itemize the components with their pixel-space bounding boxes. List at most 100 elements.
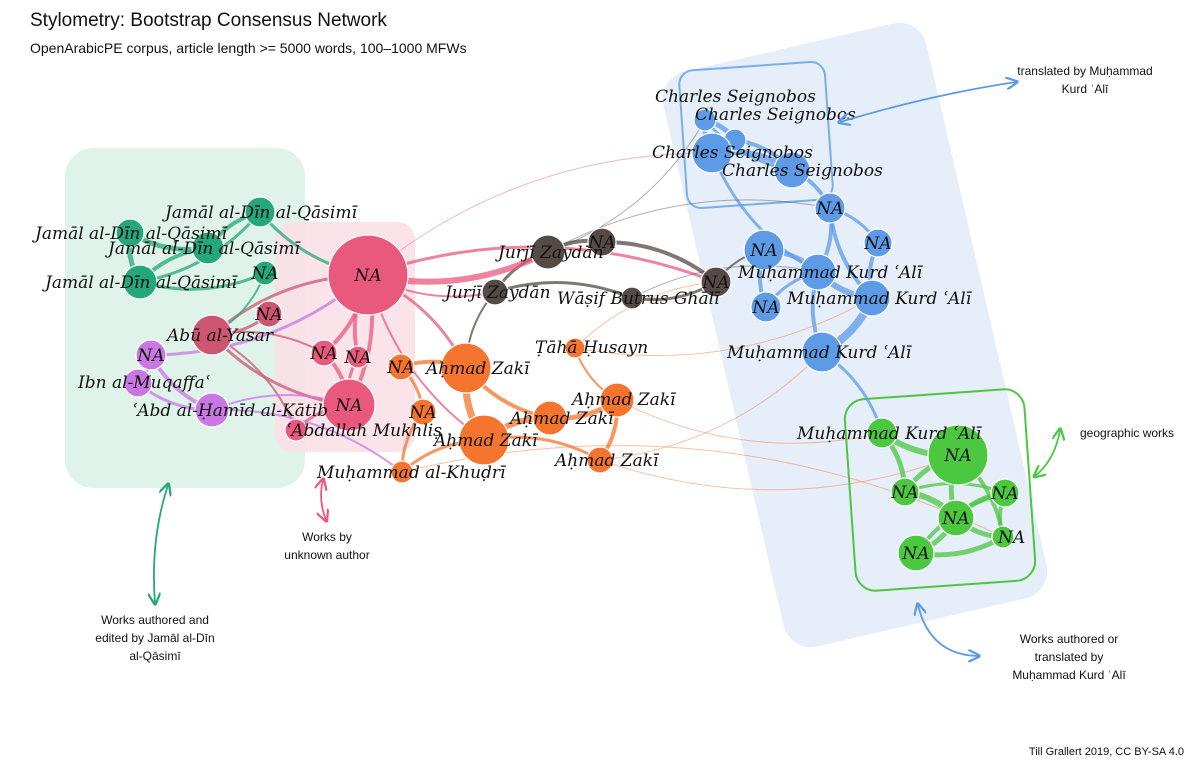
node-jh2[interactable] xyxy=(481,278,509,306)
node-ka_na3[interactable] xyxy=(743,229,785,271)
node-label-ka_na2: NA xyxy=(863,234,891,254)
node-m_na[interactable] xyxy=(135,339,167,371)
node-label-q4: Jamāl al-Dīn al-Qāsimī xyxy=(42,273,238,293)
node-label-ka1: Muḥammad Kurd ʿAlī xyxy=(737,263,924,283)
node-label-az3: Aḥmad Zakī xyxy=(508,409,615,429)
node-u_na2[interactable] xyxy=(346,345,370,369)
node-im[interactable] xyxy=(123,368,153,398)
edge-jh1-ka_na1 xyxy=(547,199,831,253)
node-az1[interactable] xyxy=(440,342,492,394)
node-label-q_na: NA xyxy=(250,264,278,284)
node-g_na1[interactable] xyxy=(927,424,989,486)
node-z_na1[interactable] xyxy=(387,353,415,381)
credit-line: Till Grallert 2019, CC BY-SA 4.0 xyxy=(1028,746,1184,758)
node-az5[interactable] xyxy=(586,446,614,474)
edge-az5-g_na1 xyxy=(599,454,959,491)
node-g_na3[interactable] xyxy=(937,499,975,537)
annotation-kurd_ali-line: Muḥammad Kurd ʿAlī xyxy=(1012,668,1126,682)
arrow-unknown-1 xyxy=(321,480,326,520)
node-label-g_na4: NA xyxy=(990,484,1018,504)
node-label-ka4: Muḥammad Kurd ʿAlī xyxy=(796,424,983,444)
node-q1[interactable] xyxy=(244,196,276,228)
edge-jh2-wbg xyxy=(493,281,634,300)
node-label-z_na1: NA xyxy=(386,358,414,378)
edge-az5-ka3 xyxy=(599,351,823,461)
node-ka4[interactable] xyxy=(866,417,898,449)
chart-subtitle: OpenArabicPE corpus, article length >= 5… xyxy=(30,40,467,56)
node-label-q1: Jamāl al-Dīn al-Qāsimī xyxy=(162,203,358,223)
annotation-qasimi-line: al-Qāsimī xyxy=(129,649,181,663)
node-na_dark2[interactable] xyxy=(700,266,732,298)
node-ka1[interactable] xyxy=(799,253,837,291)
node-am[interactable] xyxy=(284,418,308,442)
arrow-kurd_ali-2 xyxy=(918,605,978,656)
node-label-jh1: Jurjī Zaydān xyxy=(495,243,604,263)
node-jh1[interactable] xyxy=(530,234,566,270)
node-az2[interactable] xyxy=(458,414,510,466)
node-label-m_na: NA xyxy=(136,346,164,366)
annotation-unknown-line: Works by xyxy=(302,530,352,544)
annotation-translated-line: Kurd ʿAlī xyxy=(1062,82,1109,96)
node-na_pink2[interactable] xyxy=(322,378,376,432)
node-na_dark[interactable] xyxy=(587,227,617,257)
annotation-kurd_ali-line: Works authored or xyxy=(1020,632,1119,646)
node-label-aby: Abū al-Yasar xyxy=(165,326,274,346)
arrow-kurd_ali-4 xyxy=(840,82,1016,122)
node-label-u_na2: NA xyxy=(343,348,371,368)
node-ay_na[interactable] xyxy=(255,300,283,328)
node-label-ka_na4: NA xyxy=(751,298,779,318)
node-label-ay_na: NA xyxy=(254,305,282,325)
node-q3[interactable] xyxy=(115,218,145,248)
node-th[interactable] xyxy=(564,337,586,359)
arrow-geographic-3 xyxy=(1035,430,1060,476)
node-label-na_dark2: NA xyxy=(701,273,729,293)
node-q4[interactable] xyxy=(122,264,158,300)
edge-jh1-cs1 xyxy=(547,119,706,253)
node-label-ah: ʿAbd al-Ḥamīd al-Kātib xyxy=(132,401,328,421)
node-q2[interactable] xyxy=(191,231,225,265)
node-label-z_na2: NA xyxy=(408,403,436,423)
node-wbg[interactable] xyxy=(620,286,644,310)
node-label-wbg: Wāṣif Buṭrus Ghālī xyxy=(557,289,721,309)
node-u_na1[interactable] xyxy=(310,339,338,367)
arrow-qasimi-0 xyxy=(154,485,168,603)
node-cs1[interactable] xyxy=(693,108,717,132)
node-g_na4[interactable] xyxy=(990,478,1020,508)
node-aby[interactable] xyxy=(191,314,233,356)
node-q_na[interactable] xyxy=(252,260,278,286)
node-label-u_na1: NA xyxy=(309,344,337,364)
annotation-kurd_ali-line: translated by xyxy=(1035,650,1104,664)
node-label-jh2: Jurjī Zaydān xyxy=(442,283,551,303)
edge-az4-ka4 xyxy=(616,399,883,444)
node-ka2[interactable] xyxy=(853,279,891,317)
node-ka_na2[interactable] xyxy=(863,228,893,258)
node-ka_na4[interactable] xyxy=(750,291,782,323)
node-g_na2[interactable] xyxy=(890,477,920,507)
node-label-g_na6: NA xyxy=(901,544,929,564)
box-geographic xyxy=(843,388,1037,592)
node-ah[interactable] xyxy=(194,392,230,428)
node-az3[interactable] xyxy=(532,400,568,436)
node-cs4[interactable] xyxy=(773,151,811,189)
node-label-q2: Jamāl al-Dīn al-Qāsimī xyxy=(105,239,301,259)
node-label-q3: Jamāl al-Dīn al-Qāsimī xyxy=(32,224,228,244)
node-z_na2[interactable] xyxy=(409,398,437,426)
node-label-g_na1: NA xyxy=(943,446,971,466)
node-cs3[interactable] xyxy=(691,132,733,174)
node-ka_na1[interactable] xyxy=(814,192,846,224)
node-g_na6[interactable] xyxy=(897,534,935,572)
edge-na_big-cs3 xyxy=(367,152,713,276)
node-g_na5[interactable] xyxy=(991,525,1015,549)
node-mk[interactable] xyxy=(390,460,414,484)
node-label-na_pink2: NA xyxy=(334,396,362,416)
node-na_big[interactable] xyxy=(327,234,409,316)
node-label-na_big: NA xyxy=(353,266,381,286)
node-label-cs4: Charles Seignobos xyxy=(722,161,883,181)
node-ka3[interactable] xyxy=(801,331,843,373)
node-az4[interactable] xyxy=(599,382,635,418)
nodes xyxy=(115,108,1020,572)
annotation-translated-line: translated by Muḥammad xyxy=(1017,64,1152,78)
node-label-ka2: Muḥammad Kurd ʿAlī xyxy=(786,289,973,309)
